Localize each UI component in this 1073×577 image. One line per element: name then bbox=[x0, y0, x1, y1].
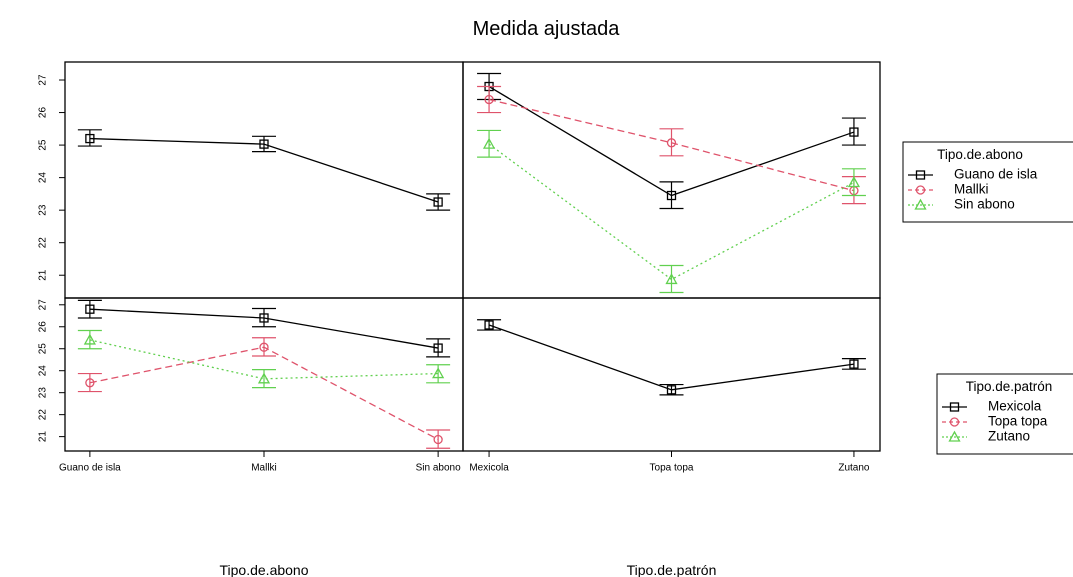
point-marker-0 bbox=[949, 402, 960, 412]
point-marker-0 bbox=[85, 304, 95, 314]
point-marker-1 bbox=[666, 385, 677, 395]
series-1 bbox=[77, 299, 451, 358]
x-tick-label: Topa topa bbox=[650, 462, 694, 473]
x-tick-label: Sin abono bbox=[416, 462, 461, 473]
legend-title: Tipo.de.patrón bbox=[966, 379, 1053, 394]
point-marker-0 bbox=[83, 333, 96, 345]
point-marker-2 bbox=[433, 197, 443, 207]
point-marker-2 bbox=[849, 359, 859, 369]
panels: 21 22 23 24 25 26 27 21 22 23 24 25 26 27 Guano de isl… bbox=[38, 61, 881, 577]
series-group bbox=[77, 129, 451, 211]
y-tick-label: 22 bbox=[38, 409, 49, 421]
legend-box bbox=[936, 373, 1073, 455]
legend-label: Sin abono bbox=[954, 197, 1015, 212]
point-marker-0 bbox=[85, 133, 95, 144]
y-tick-label: 21 bbox=[38, 431, 49, 443]
series-2 bbox=[77, 337, 451, 449]
point-marker-0 bbox=[482, 137, 496, 149]
point-marker-2 bbox=[847, 176, 861, 188]
y-tick-label: 27 bbox=[38, 299, 49, 311]
point-marker-1 bbox=[259, 139, 269, 149]
y-tick-label: 25 bbox=[38, 139, 49, 151]
chart-title: Medida ajustada bbox=[473, 18, 621, 40]
point-marker-2 bbox=[433, 434, 443, 445]
point-marker-0 bbox=[484, 94, 494, 105]
x-tick-label: Zutano bbox=[838, 462, 870, 473]
legend-title: Tipo.de.abono bbox=[937, 147, 1023, 162]
point-marker-2 bbox=[948, 430, 961, 442]
panel-bottom-right: Mexicola Topa topa Zutano Tipo.de.patrón bbox=[462, 297, 881, 577]
y-tick-label: 22 bbox=[38, 237, 49, 249]
point-marker-0 bbox=[484, 320, 494, 330]
x-axis-label: Tipo.de.patrón bbox=[627, 562, 717, 577]
y-tick-label: 24 bbox=[38, 365, 49, 377]
legend-label: Mallki bbox=[954, 182, 989, 197]
y-tick-label: 24 bbox=[38, 172, 49, 184]
series-line bbox=[488, 143, 855, 281]
point-marker-1 bbox=[259, 342, 269, 352]
legend-item-3: Zutano bbox=[942, 429, 1030, 444]
legend-label: Mexicola bbox=[988, 399, 1042, 414]
legend-item-2: Mallki bbox=[908, 182, 989, 197]
legend-label: Topa topa bbox=[988, 414, 1048, 429]
point-marker-0 bbox=[915, 170, 926, 180]
legend-box bbox=[902, 141, 1073, 223]
y-tick-label: 23 bbox=[38, 387, 49, 399]
x-tick-label: Mallki bbox=[251, 462, 277, 473]
point-marker-0 bbox=[85, 378, 95, 388]
series-line bbox=[488, 324, 855, 391]
series-1 bbox=[77, 129, 451, 211]
y-tick-label: 21 bbox=[38, 269, 49, 281]
y-tick-label: 23 bbox=[38, 204, 49, 216]
y-tick-label: 26 bbox=[38, 321, 49, 333]
series-group bbox=[477, 72, 866, 294]
point-marker-2 bbox=[433, 343, 443, 353]
y-tick-label: 27 bbox=[38, 74, 49, 86]
legend-item-1: Guano de isla bbox=[908, 167, 1038, 182]
legend-item-1: Mexicola bbox=[942, 399, 1042, 414]
point-marker-1 bbox=[949, 417, 960, 427]
panel-bottom-left: 21 22 23 24 25 26 27 Guano de isla Mallki Sin abo… bbox=[38, 297, 464, 577]
x-tick-label: Mexicola bbox=[469, 462, 509, 473]
panel-top-right bbox=[462, 61, 881, 299]
point-marker-2 bbox=[914, 198, 927, 210]
point-marker-2 bbox=[849, 127, 859, 137]
legend-label: Zutano bbox=[988, 429, 1030, 444]
x-axis-label: Tipo.de.abono bbox=[220, 562, 309, 577]
point-marker-1 bbox=[666, 138, 677, 148]
point-marker-1 bbox=[665, 273, 678, 285]
series-group bbox=[477, 319, 866, 396]
series-1 bbox=[477, 319, 866, 396]
point-marker-1 bbox=[915, 185, 926, 195]
panel-frame bbox=[64, 61, 464, 299]
point-marker-1 bbox=[259, 313, 269, 323]
legend-label: Guano de isla bbox=[954, 167, 1038, 182]
series-3 bbox=[77, 329, 451, 389]
point-marker-1 bbox=[666, 190, 677, 201]
legend-item-3: Sin abono bbox=[908, 197, 1015, 212]
y-tick-label: 25 bbox=[38, 343, 49, 355]
panel-top-left: 21 22 23 24 25 26 27 bbox=[38, 61, 464, 299]
x-tick-label: Guano de isla bbox=[59, 462, 121, 473]
y-tick-label: 26 bbox=[38, 107, 49, 119]
point-marker-2 bbox=[432, 367, 445, 379]
panel-frame bbox=[462, 61, 881, 299]
point-marker-1 bbox=[257, 372, 271, 384]
panel-frame bbox=[462, 297, 881, 452]
series-line bbox=[89, 346, 439, 441]
series-group bbox=[77, 299, 451, 449]
legend-item-2: Topa topa bbox=[942, 414, 1048, 429]
series-3 bbox=[477, 129, 866, 294]
